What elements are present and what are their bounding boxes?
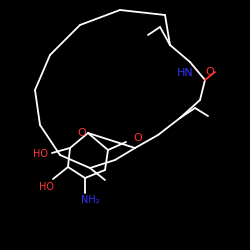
- Text: NH₂: NH₂: [81, 195, 99, 205]
- Text: O: O: [206, 67, 214, 77]
- Text: O: O: [134, 133, 142, 143]
- Text: HO: HO: [32, 149, 48, 159]
- Text: HO: HO: [38, 182, 54, 192]
- Text: O: O: [78, 128, 86, 138]
- Text: HN: HN: [176, 68, 194, 78]
